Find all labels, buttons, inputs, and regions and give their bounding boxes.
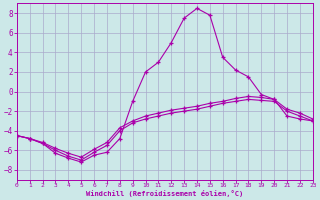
X-axis label: Windchill (Refroidissement éolien,°C): Windchill (Refroidissement éolien,°C): [86, 190, 244, 197]
